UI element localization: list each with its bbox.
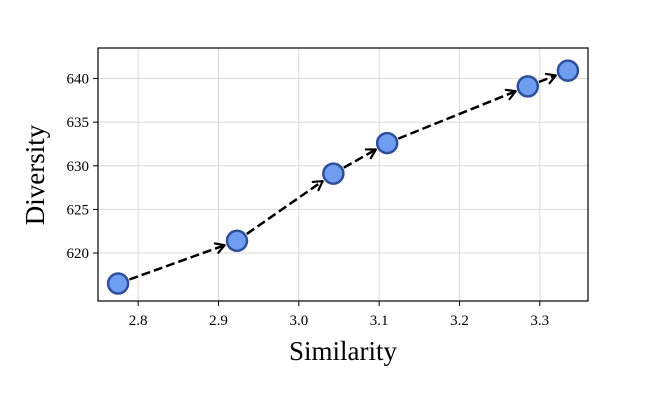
- arrow-segment: [128, 244, 226, 281]
- arrow-head: [213, 242, 226, 254]
- data-point: [106, 272, 130, 295]
- axis-ticks: 2.8 2.9 3.0 3.1 3.2 3.3 620 625 630 635 640: [67, 72, 550, 329]
- data-point: [375, 131, 399, 155]
- arrow-segment: [538, 74, 557, 84]
- x-tick-label: 2.9: [209, 313, 228, 329]
- arrow-head: [504, 88, 517, 101]
- arrow-segment: [397, 90, 517, 140]
- y-tick-label: 635: [67, 115, 90, 131]
- data-point: [516, 75, 540, 98]
- data-points: [106, 59, 580, 295]
- arrow-connectors: [128, 72, 557, 281]
- y-tick-label: 640: [67, 72, 90, 88]
- arrow-head: [311, 179, 324, 192]
- arrow-head: [544, 72, 557, 85]
- arrow-segment: [343, 148, 377, 169]
- arrow-head: [364, 148, 377, 160]
- y-tick-label: 620: [67, 246, 90, 262]
- data-point: [556, 59, 580, 82]
- y-tick-label: 630: [67, 159, 90, 175]
- arrow-segment: [246, 180, 324, 235]
- x-tick-label: 3.0: [289, 313, 308, 329]
- data-point: [225, 229, 249, 253]
- plot-frame: [97, 47, 589, 302]
- data-point: [322, 162, 345, 185]
- y-axis-title: Diversity: [20, 124, 50, 225]
- y-tick-label: 625: [67, 202, 90, 218]
- grid: [98, 48, 588, 301]
- x-tick-label: 3.3: [530, 313, 549, 329]
- x-axis-title: Similarity: [289, 336, 398, 366]
- x-tick-label: 3.2: [450, 313, 469, 329]
- x-tick-label: 3.1: [370, 313, 389, 329]
- x-tick-label: 2.8: [129, 313, 148, 329]
